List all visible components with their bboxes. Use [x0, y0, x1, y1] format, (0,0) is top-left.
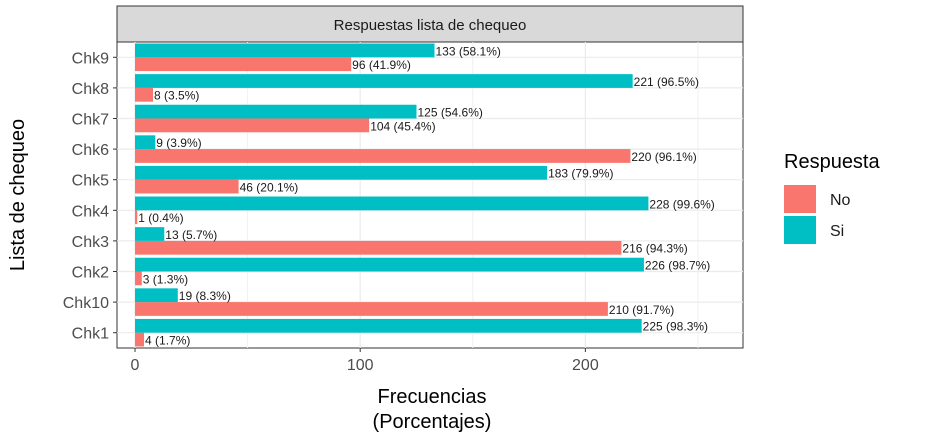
bar-no-chk4: [135, 210, 138, 225]
data-label-si-chk3: 13 (5.7%): [165, 228, 217, 242]
bar-no-chk5: [135, 179, 239, 194]
bar-no-chk7: [135, 118, 370, 133]
bar-no-chk1: [135, 332, 145, 347]
data-label-no-chk7: 104 (45.4%): [370, 119, 435, 133]
bar-no-chk8: [135, 87, 154, 102]
x-tick-label: 0: [131, 357, 140, 374]
bar-si-chk10: [135, 288, 178, 303]
data-label-no-chk10: 210 (91.7%): [609, 303, 674, 317]
data-label-si-chk2: 226 (98.7%): [645, 259, 710, 273]
y-axis-title: Lista de chequeo: [7, 119, 29, 271]
bars: [135, 43, 649, 347]
bar-si-chk6: [135, 135, 156, 150]
y-tick-label: Chk7: [72, 112, 109, 129]
y-tick-label: Chk10: [63, 295, 109, 312]
y-tick-label: Chk8: [72, 81, 109, 98]
x-tick-label: 100: [347, 357, 374, 374]
data-label-si-chk6: 9 (3.9%): [156, 136, 201, 150]
x-axis-title-line1: Frecuencias: [378, 386, 487, 408]
bar-no-chk6: [135, 149, 631, 163]
bar-no-chk9: [135, 57, 352, 72]
facet-strip: [116, 5, 744, 43]
data-labels: 4 (1.7%) 225 (98.3%) 210 (91.7%) 19 (8.3%) 3…: [138, 44, 715, 347]
legend-swatch-si: [784, 216, 816, 244]
data-label-si-chk1: 225 (98.3%): [643, 320, 708, 334]
data-label-si-chk4: 228 (99.6%): [649, 197, 714, 211]
data-label-no-chk1: 4 (1.7%): [145, 333, 190, 347]
y-tick-label: Chk2: [72, 265, 109, 282]
y-tick-label: Chk9: [72, 50, 109, 67]
bar-no-chk3: [135, 240, 622, 255]
legend: Respuesta No Si: [784, 151, 880, 244]
legend-label-si: Si: [830, 223, 844, 240]
legend-swatch-no: [784, 185, 816, 213]
plot-panel: [116, 41, 744, 349]
legend-label-no: No: [830, 192, 851, 209]
data-label-no-chk3: 216 (94.3%): [622, 242, 687, 256]
bar-si-chk9: [135, 43, 435, 58]
legend-title: Respuesta: [784, 151, 880, 173]
y-tick-label: Chk6: [72, 142, 109, 159]
y-tick-label: Chk5: [72, 173, 109, 190]
bar-no-chk2: [135, 271, 142, 286]
x-axis-ticks: 0 100 200: [131, 348, 599, 374]
data-label-si-chk7: 125 (54.6%): [417, 106, 482, 120]
bar-no-chk10: [135, 302, 608, 316]
data-label-si-chk9: 133 (58.1%): [436, 44, 501, 58]
data-label-no-chk8: 8 (3.5%): [154, 89, 199, 103]
data-label-si-chk10: 19 (8.3%): [179, 289, 231, 303]
y-tick-label: Chk1: [72, 326, 109, 343]
data-label-no-chk9: 96 (41.9%): [352, 58, 411, 72]
x-axis-title-line2: (Porcentajes): [373, 411, 492, 433]
bar-si-chk2: [135, 257, 644, 272]
y-tick-label: Chk3: [72, 234, 109, 251]
x-tick-label: 200: [572, 357, 599, 374]
data-label-si-chk8: 221 (96.5%): [634, 75, 699, 89]
bar-si-chk8: [135, 74, 633, 88]
y-axis-ticks: Chk1 Chk10 Chk2 Chk3 Chk4 Chk5 Chk6 Chk7 Chk8 Chk…: [63, 50, 117, 343]
chart-title: Respuestas lista de chequeo: [334, 17, 527, 34]
data-label-si-chk5: 183 (79.9%): [548, 167, 613, 181]
bar-si-chk3: [135, 227, 165, 241]
bar-si-chk1: [135, 318, 642, 333]
data-label-no-chk5: 46 (20.1%): [240, 180, 299, 194]
data-label-no-chk4: 1 (0.4%): [138, 211, 183, 225]
y-tick-label: Chk4: [72, 203, 109, 220]
bar-si-chk7: [135, 104, 417, 119]
data-label-no-chk6: 220 (96.1%): [631, 150, 696, 164]
data-label-no-chk2: 3 (1.3%): [143, 272, 188, 286]
bar-si-chk5: [135, 165, 548, 180]
bar-si-chk4: [135, 196, 649, 211]
